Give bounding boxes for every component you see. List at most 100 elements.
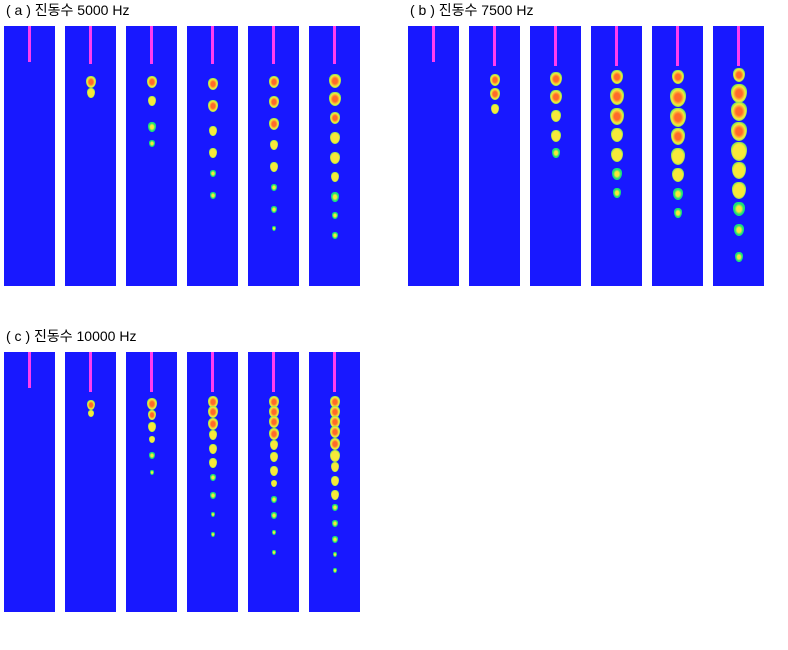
sim-strip: [713, 26, 764, 286]
panel-a-label: ( a ) 진동수 5000 Hz: [6, 0, 360, 20]
spray-droplet: [332, 520, 338, 527]
spray-droplet: [731, 122, 747, 141]
spray-droplet: [87, 400, 95, 410]
nozzle-line: [211, 26, 214, 64]
nozzle-line: [554, 26, 557, 66]
spray-droplet: [209, 458, 217, 468]
spray-droplet: [330, 426, 340, 438]
spray-droplet: [672, 168, 684, 182]
nozzle-line: [333, 26, 336, 64]
spray-droplet: [210, 170, 216, 177]
spray-droplet: [271, 512, 277, 519]
spray-droplet: [673, 188, 683, 200]
spray-droplet: [731, 142, 747, 161]
spray-droplet: [329, 92, 341, 106]
spray-droplet: [732, 182, 746, 199]
spray-droplet: [208, 418, 218, 430]
spray-droplet: [331, 476, 339, 486]
spray-droplet: [332, 536, 338, 543]
spray-droplet: [209, 148, 217, 158]
spray-droplet: [149, 436, 155, 443]
sim-strip: [248, 352, 299, 612]
spray-droplet: [208, 78, 218, 90]
spray-droplet: [734, 224, 744, 236]
spray-droplet: [272, 530, 276, 535]
nozzle-line: [150, 352, 153, 392]
spray-droplet: [331, 172, 339, 182]
panel-c-label: ( c ) 진동수 10000 Hz: [6, 326, 360, 346]
spray-droplet: [86, 76, 96, 88]
spray-droplet: [333, 552, 337, 557]
spray-droplet: [148, 422, 156, 432]
panel-a: ( a ) 진동수 5000 Hz: [4, 0, 360, 286]
spray-droplet: [210, 192, 216, 199]
spray-droplet: [271, 496, 277, 503]
sim-strip: [4, 26, 55, 286]
sim-strip: [126, 352, 177, 612]
spray-droplet: [150, 470, 154, 475]
nozzle-line: [28, 26, 31, 62]
sim-strip: [469, 26, 520, 286]
panel-b-strip-row: [408, 26, 764, 286]
spray-droplet: [209, 444, 217, 454]
spray-droplet: [732, 162, 746, 179]
spray-droplet: [330, 152, 340, 164]
nozzle-line: [432, 26, 435, 62]
spray-droplet: [272, 226, 276, 231]
spray-droplet: [87, 88, 95, 98]
spray-droplet: [330, 112, 340, 124]
spray-droplet: [330, 132, 340, 144]
spray-droplet: [272, 550, 276, 555]
sim-strip: [248, 26, 299, 286]
nozzle-line: [333, 352, 336, 392]
spray-droplet: [208, 406, 218, 418]
spray-droplet: [491, 104, 499, 114]
spray-droplet: [733, 202, 745, 216]
nozzle-line: [211, 352, 214, 392]
spray-droplet: [147, 398, 157, 410]
sim-strip: [309, 352, 360, 612]
panel-c: ( c ) 진동수 10000 Hz: [4, 326, 360, 612]
nozzle-line: [615, 26, 618, 66]
sim-strip: [652, 26, 703, 286]
figure-root: ( a ) 진동수 5000 Hz ( b ) 진동수 7500 Hz ( c …: [0, 0, 788, 650]
spray-droplet: [611, 128, 623, 142]
spray-droplet: [551, 130, 561, 142]
spray-droplet: [671, 148, 685, 165]
spray-droplet: [612, 168, 622, 180]
spray-droplet: [330, 438, 340, 450]
spray-droplet: [270, 452, 278, 462]
spray-droplet: [270, 440, 278, 450]
spray-droplet: [330, 450, 340, 462]
panel-c-strip-row: [4, 352, 360, 612]
spray-droplet: [610, 88, 624, 105]
spray-droplet: [271, 480, 277, 487]
spray-droplet: [269, 118, 279, 130]
spray-droplet: [210, 492, 216, 499]
spray-droplet: [269, 416, 279, 428]
sim-strip: [591, 26, 642, 286]
spray-droplet: [271, 206, 277, 213]
sim-strip: [4, 352, 55, 612]
spray-droplet: [670, 88, 686, 107]
spray-droplet: [332, 504, 338, 511]
spray-droplet: [270, 140, 278, 150]
spray-droplet: [332, 212, 338, 219]
spray-droplet: [271, 184, 277, 191]
spray-droplet: [674, 208, 682, 218]
sim-strip: [65, 26, 116, 286]
sim-strip: [65, 352, 116, 612]
spray-droplet: [269, 96, 279, 108]
spray-droplet: [551, 110, 561, 122]
spray-droplet: [731, 84, 747, 103]
spray-droplet: [149, 140, 155, 147]
panel-b: ( b ) 진동수 7500 Hz: [408, 0, 764, 286]
spray-droplet: [735, 252, 743, 262]
spray-droplet: [331, 192, 339, 202]
spray-droplet: [610, 108, 624, 125]
spray-droplet: [148, 122, 156, 132]
nozzle-line: [28, 352, 31, 388]
spray-droplet: [211, 512, 215, 517]
spray-droplet: [270, 162, 278, 172]
nozzle-line: [272, 26, 275, 64]
